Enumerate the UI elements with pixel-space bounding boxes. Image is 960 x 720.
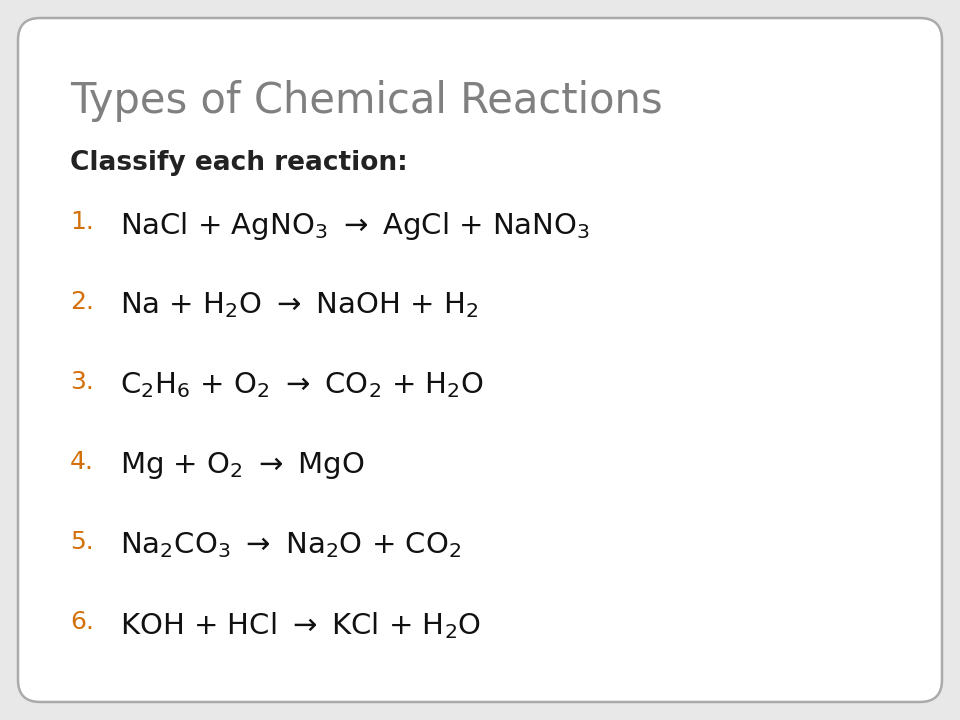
FancyBboxPatch shape [18,18,942,702]
Text: 2.: 2. [70,290,94,314]
Text: KOH + HCl $\rightarrow$ KCl + H$_2$O: KOH + HCl $\rightarrow$ KCl + H$_2$O [120,610,481,641]
Text: 4.: 4. [70,450,94,474]
Text: C$_2$H$_6$ + O$_2$ $\rightarrow$ CO$_2$ + H$_2$O: C$_2$H$_6$ + O$_2$ $\rightarrow$ CO$_2$ … [120,370,484,400]
Text: Mg + O$_2$ $\rightarrow$ MgO: Mg + O$_2$ $\rightarrow$ MgO [120,450,365,481]
Text: 6.: 6. [70,610,94,634]
Text: Na$_2$CO$_3$ $\rightarrow$ Na$_2$O + CO$_2$: Na$_2$CO$_3$ $\rightarrow$ Na$_2$O + CO$… [120,530,461,560]
Text: Types of Chemical Reactions: Types of Chemical Reactions [70,80,662,122]
Text: 1.: 1. [70,210,94,234]
Text: Na + H$_2$O $\rightarrow$ NaOH + H$_2$: Na + H$_2$O $\rightarrow$ NaOH + H$_2$ [120,290,478,320]
Text: 5.: 5. [70,530,94,554]
Text: 3.: 3. [70,370,94,394]
Text: Classify each reaction:: Classify each reaction: [70,150,408,176]
Text: NaCl + AgNO$_3$ $\rightarrow$ AgCl + NaNO$_3$: NaCl + AgNO$_3$ $\rightarrow$ AgCl + NaN… [120,210,590,242]
